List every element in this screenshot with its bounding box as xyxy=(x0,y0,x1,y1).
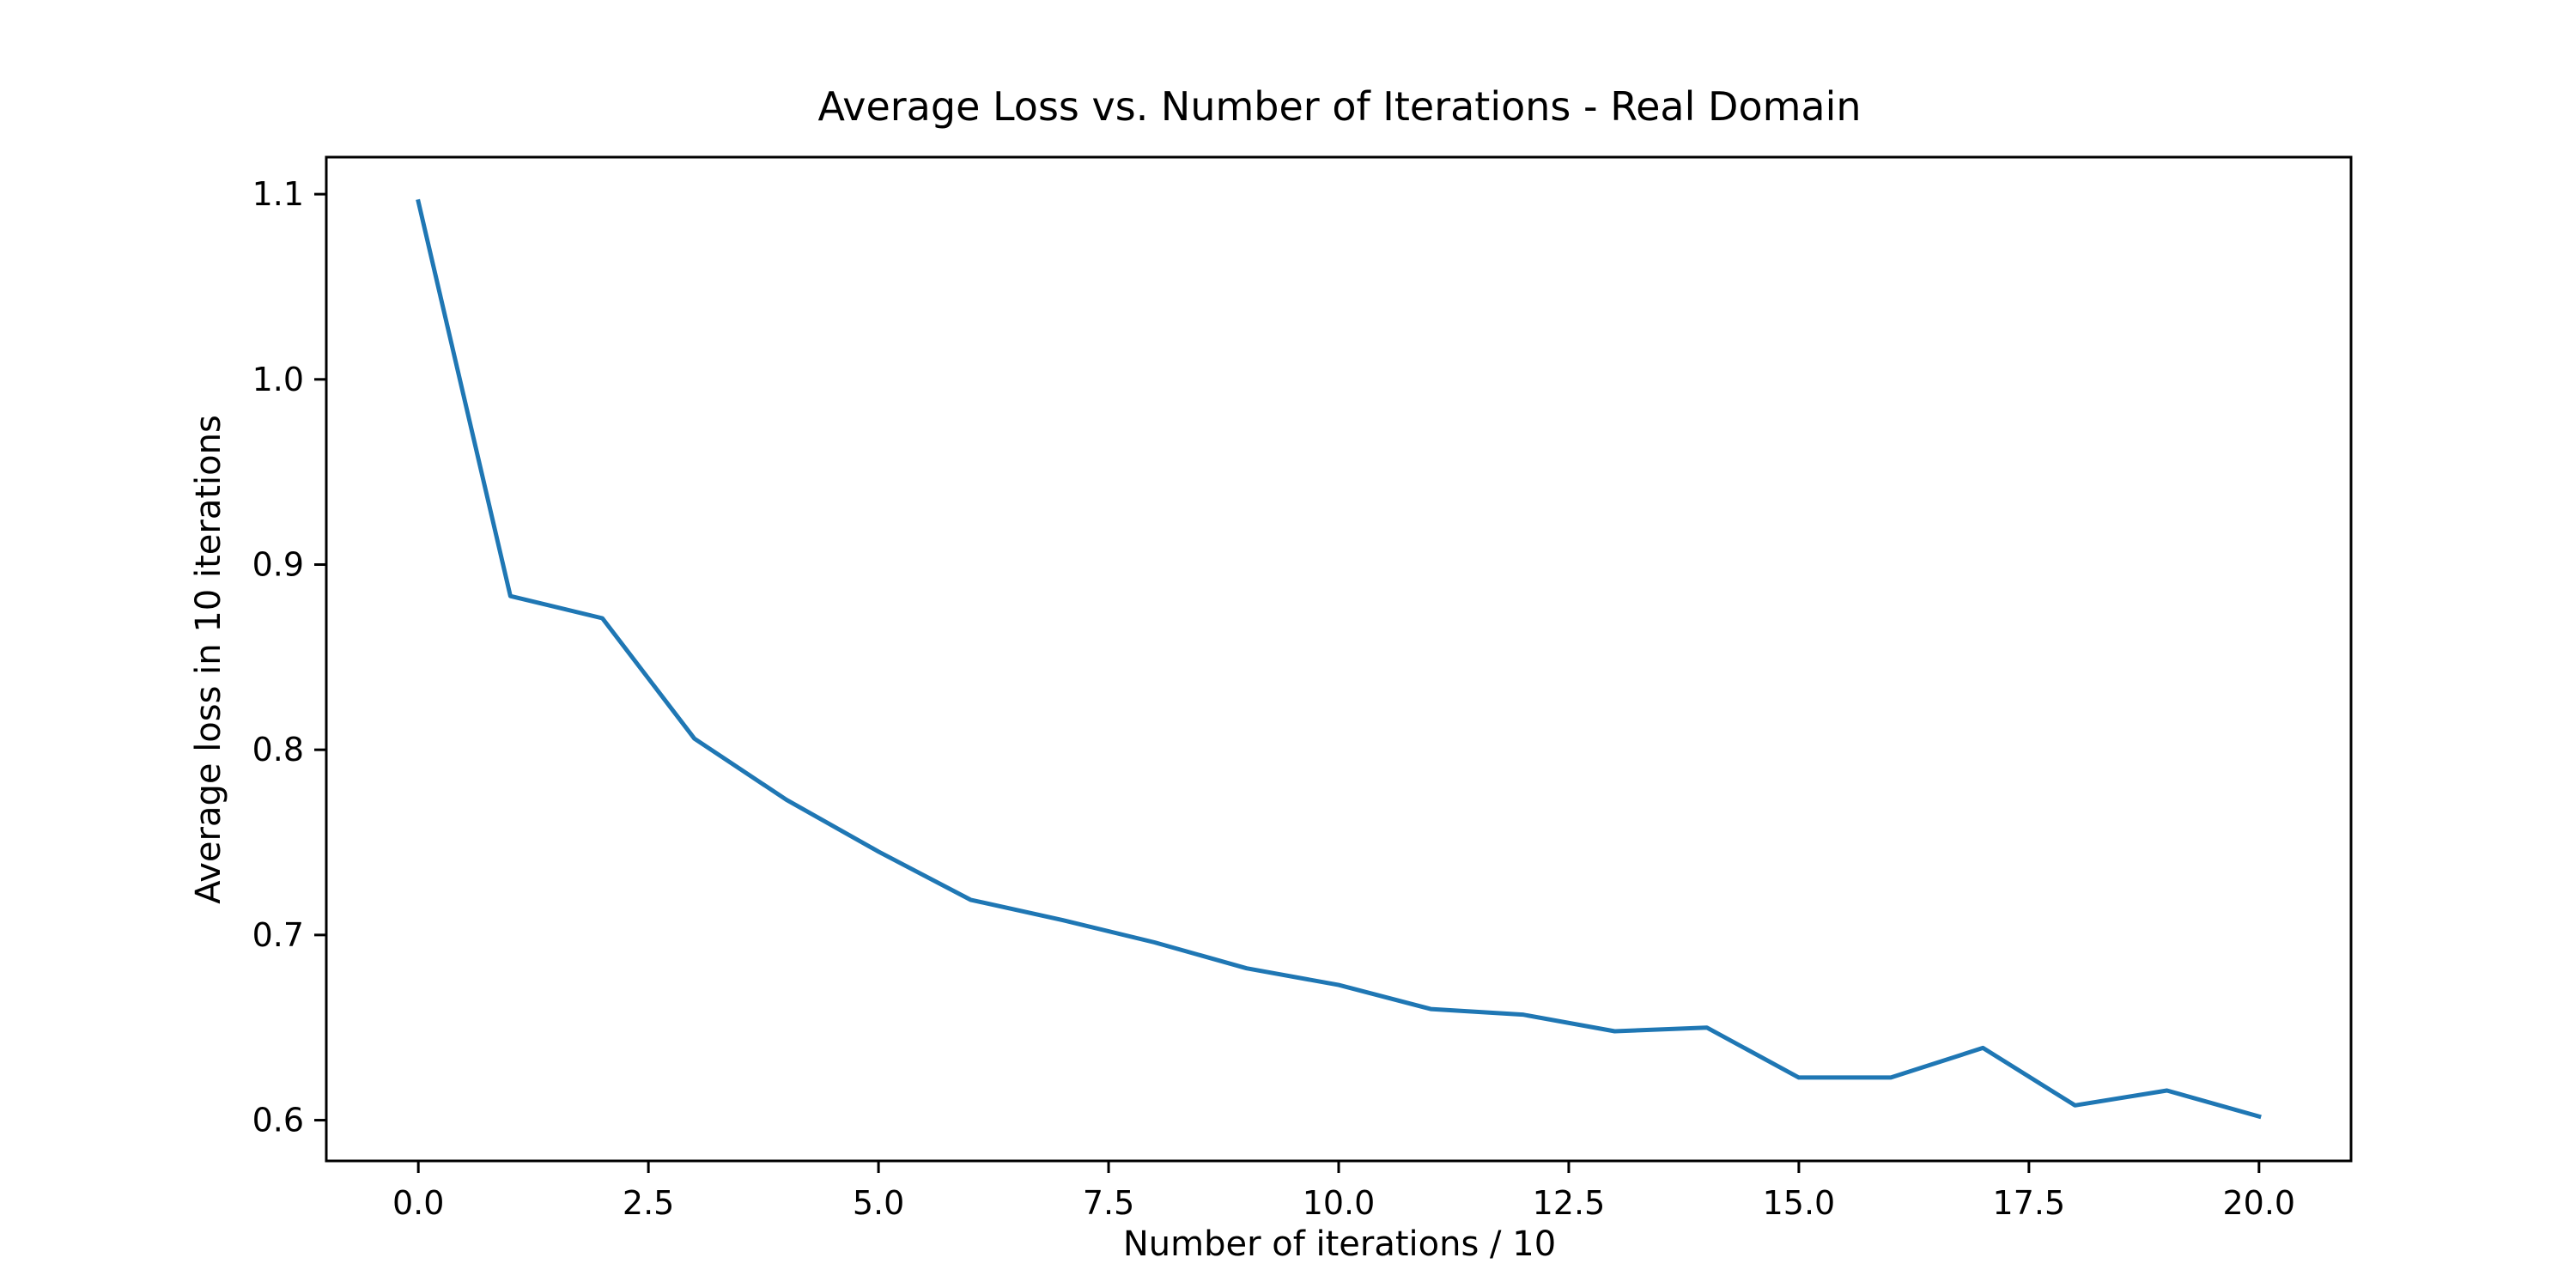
x-tick-label: 2.5 xyxy=(623,1184,674,1222)
x-tick-label: 0.0 xyxy=(392,1184,444,1222)
y-tick-label: 0.7 xyxy=(252,916,304,954)
y-tick-label: 0.6 xyxy=(252,1102,304,1139)
y-tick-label: 0.9 xyxy=(252,546,304,584)
y-tick-label: 0.8 xyxy=(252,731,304,769)
y-tick-label: 1.0 xyxy=(252,361,304,398)
x-tick-label: 12.5 xyxy=(1533,1184,1606,1222)
axes-frame xyxy=(325,155,2353,1163)
x-tick-label: 10.0 xyxy=(1303,1184,1376,1222)
series-line-0 xyxy=(416,198,2262,1120)
x-tick-label: 15.0 xyxy=(1763,1184,1836,1222)
x-tick-label: 7.5 xyxy=(1083,1184,1134,1222)
x-axis-label: Number of iterations / 10 xyxy=(1123,1224,1556,1264)
x-tick-label: 20.0 xyxy=(2223,1184,2296,1222)
y-tick-label: 1.1 xyxy=(252,175,304,213)
x-tick-label: 17.5 xyxy=(1993,1184,2066,1222)
x-tick-label: 5.0 xyxy=(853,1184,904,1222)
y-axis-label: Average loss in 10 iterations xyxy=(189,415,228,904)
chart-title: Average Loss vs. Number of Iterations - … xyxy=(817,83,1861,130)
plot-area: 0.0 2.5 5.0 7.5 10.0 12.5 15.0 17.5 20.0 0.6 0.7 0.… xyxy=(252,155,2353,1222)
